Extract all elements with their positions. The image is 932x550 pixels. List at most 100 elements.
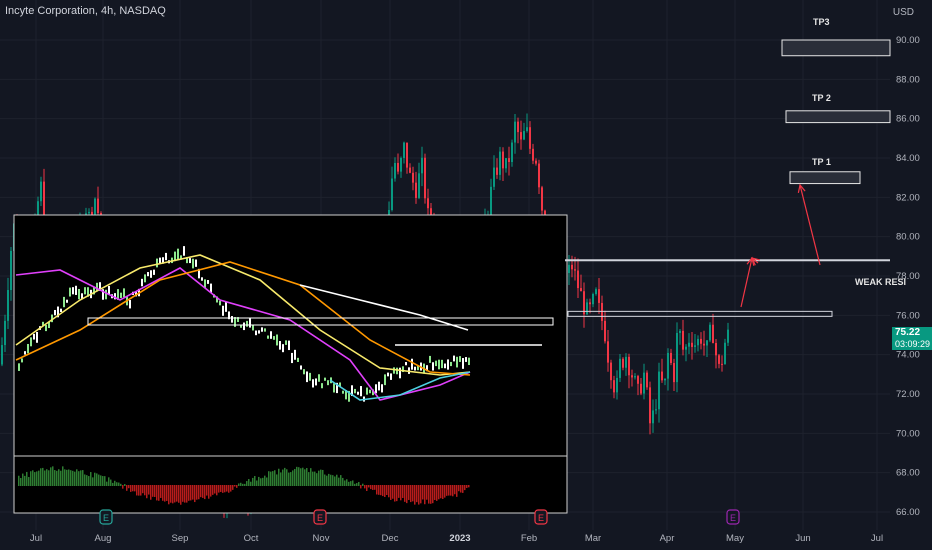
inset-candle	[447, 359, 449, 370]
price-axis[interactable]: 66.00 68.00 70.00 72.00 74.00 76.00 78.00 80.00…	[896, 35, 920, 518]
inset-candle	[450, 361, 452, 367]
inset-candle	[411, 358, 413, 370]
candle-body	[697, 338, 699, 346]
inset-oscillator-bar	[256, 480, 258, 486]
candle-body	[571, 264, 573, 270]
inset-oscillator-bar	[40, 468, 42, 486]
inset-oscillator-bar	[432, 485, 434, 504]
time-axis[interactable]: Jul Aug Sep Oct Nov Dec 2023 Feb Mar Apr May Jun Jul	[30, 533, 883, 544]
inset-candle	[96, 282, 98, 292]
inset-oscillator-bar	[186, 485, 188, 503]
inset-candle	[87, 287, 89, 297]
inset-oscillator-bar	[368, 485, 370, 488]
candle-body	[499, 151, 501, 175]
inset-oscillator-bar	[222, 485, 224, 493]
inset-candle	[108, 285, 110, 295]
candle-body	[604, 320, 606, 342]
inset-frame	[13, 214, 568, 514]
inset-oscillator-bar	[262, 477, 264, 486]
inset-candle	[159, 257, 161, 264]
inset-oscillator-bar	[66, 469, 68, 486]
inset-candle	[273, 336, 275, 340]
candle-body	[688, 342, 690, 347]
earnings-marker[interactable]	[99, 509, 113, 525]
candle-body	[43, 181, 45, 227]
inset-oscillator-bar	[288, 472, 290, 486]
inset-oscillator-bar	[250, 481, 252, 486]
inset-oscillator-bar	[254, 475, 256, 486]
earnings-marker[interactable]	[726, 509, 740, 525]
inset-oscillator-bar	[460, 485, 462, 493]
inset-oscillator-bar	[140, 485, 142, 496]
inset-candle	[318, 374, 320, 382]
inset-candle	[378, 381, 380, 391]
inset-candle	[279, 341, 281, 350]
inset-oscillator-bar	[282, 469, 284, 486]
candle-body	[673, 362, 675, 383]
candle-body	[520, 132, 522, 140]
inset-oscillator-bar	[414, 485, 416, 505]
candle-body	[712, 324, 714, 344]
candle-body	[412, 172, 414, 183]
time-tick-label: Mar	[585, 533, 601, 544]
inset-oscillator-bar	[248, 479, 250, 486]
candle-body	[724, 342, 726, 365]
earnings-marker[interactable]	[534, 509, 548, 525]
inset-oscillator-bar	[382, 485, 384, 497]
inset-oscillator-bar	[364, 485, 366, 489]
candle-body	[700, 338, 702, 344]
inset-oscillator-bar	[214, 485, 216, 494]
inset-oscillator-bar	[346, 479, 348, 486]
inset-oscillator-bar	[130, 485, 132, 492]
candle-body	[517, 121, 519, 133]
time-tick-label: Aug	[95, 533, 112, 544]
candle-body	[628, 356, 630, 376]
inset-candle	[27, 343, 29, 354]
price-levels	[565, 259, 890, 317]
inset-oscillator-bar	[146, 485, 148, 499]
time-tick-label: 2023	[449, 533, 470, 544]
earnings-marker[interactable]	[313, 509, 327, 525]
candle-body	[607, 341, 609, 363]
inset-oscillator-bar	[48, 470, 50, 486]
inset-oscillator-bar	[294, 468, 296, 486]
inset-oscillator-bar	[160, 485, 162, 498]
inset-oscillator-bar	[22, 473, 24, 486]
inset-oscillator-bar	[272, 471, 274, 486]
candle-body	[649, 387, 651, 424]
inset-candle	[261, 327, 263, 332]
inset-oscillator-bar	[312, 471, 314, 486]
inset-candle	[300, 365, 302, 370]
inset-oscillator-bar	[246, 481, 248, 486]
inset-candle	[147, 272, 149, 277]
candle-body	[418, 173, 420, 198]
inset-candle	[393, 367, 395, 374]
candle-body	[508, 158, 510, 163]
inset-candle	[339, 382, 341, 387]
inset-oscillator-bar	[80, 470, 82, 486]
candle-body	[631, 375, 633, 378]
inset-candle	[468, 357, 470, 366]
inset-oscillator-bar	[230, 485, 232, 492]
candle-body	[601, 302, 603, 321]
candle-body	[397, 162, 399, 172]
candle-body	[592, 293, 594, 305]
inset-oscillator-bar	[306, 468, 308, 486]
inset-candle	[324, 377, 326, 381]
inset-oscillator-bar	[378, 485, 380, 495]
inset-oscillator-bar	[158, 485, 160, 501]
inset-oscillator-bar	[442, 485, 444, 499]
inset-oscillator-bar	[104, 476, 106, 486]
inset-oscillator-bar	[314, 471, 316, 486]
inset-oscillator-bar	[154, 485, 156, 497]
inset-candle	[30, 337, 32, 347]
inset-candle	[207, 280, 209, 284]
inset-oscillator-bar	[344, 480, 346, 486]
inset-oscillator-bar	[448, 485, 450, 496]
candle-body	[664, 378, 666, 381]
inset-oscillator-bar	[238, 483, 240, 486]
inset-candle	[21, 358, 23, 363]
inset-oscillator-bar	[290, 472, 292, 486]
